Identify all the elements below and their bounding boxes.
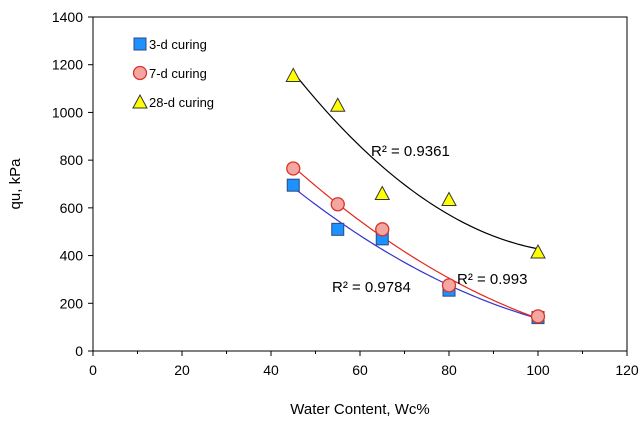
x-tick-label: 100 [526,362,550,378]
point-28d [374,185,391,201]
legend-label-7d: 7-d curing [149,66,207,81]
y-tick-label: 800 [60,152,84,168]
x-axis-title: Water Content, Wc% [290,401,429,418]
x-tick-label: 40 [263,362,279,378]
point-28d [441,191,457,207]
legend-marker-28d [132,93,148,109]
point-28d [285,67,302,82]
x-tick-label: 0 [89,362,97,378]
x-tick-label: 20 [174,362,190,378]
y-axis-title: qu, kPa [7,158,24,210]
r2-label-28d: R² = 0.9361 [371,143,450,160]
legend-marker-shape-7d [132,65,148,81]
trendline-3d [292,186,539,320]
point-28d [329,97,346,112]
x-tick-label: 60 [352,362,368,378]
point-7d [530,309,546,324]
legend-marker-shape-28d [132,93,148,109]
y-tick-label: 400 [60,248,84,264]
y-tick-label: 1000 [52,104,83,120]
point-3d [331,222,345,236]
y-tick-label: 1400 [52,9,83,25]
y-tick-label: 600 [60,200,84,216]
legend-marker-3d [133,37,147,51]
point-28d [530,243,546,259]
point-7d [286,161,301,176]
r2-label-7d: R² = 0.993 [457,271,527,288]
legend: 3-d curing 7-d curing 28-d curing [132,37,214,110]
legend-label-28d: 28-d curing [149,95,214,110]
y-tick-label: 0 [75,343,83,359]
point-7d [375,222,390,237]
legend-marker-shape-3d [133,37,147,51]
x-tick-label: 120 [615,362,639,378]
r2-label-3d: R² = 0.9784 [332,279,411,296]
legend-marker-7d [132,65,148,81]
point-7d [441,278,457,293]
data-points [285,67,546,325]
point-3d [286,178,300,192]
legend-label-3d: 3-d curing [149,37,207,52]
y-tick-label: 1200 [52,57,83,73]
y-tick-label: 200 [60,295,84,311]
x-tick-label: 80 [441,362,457,378]
trendline-28d [292,71,539,250]
point-7d [330,197,345,212]
